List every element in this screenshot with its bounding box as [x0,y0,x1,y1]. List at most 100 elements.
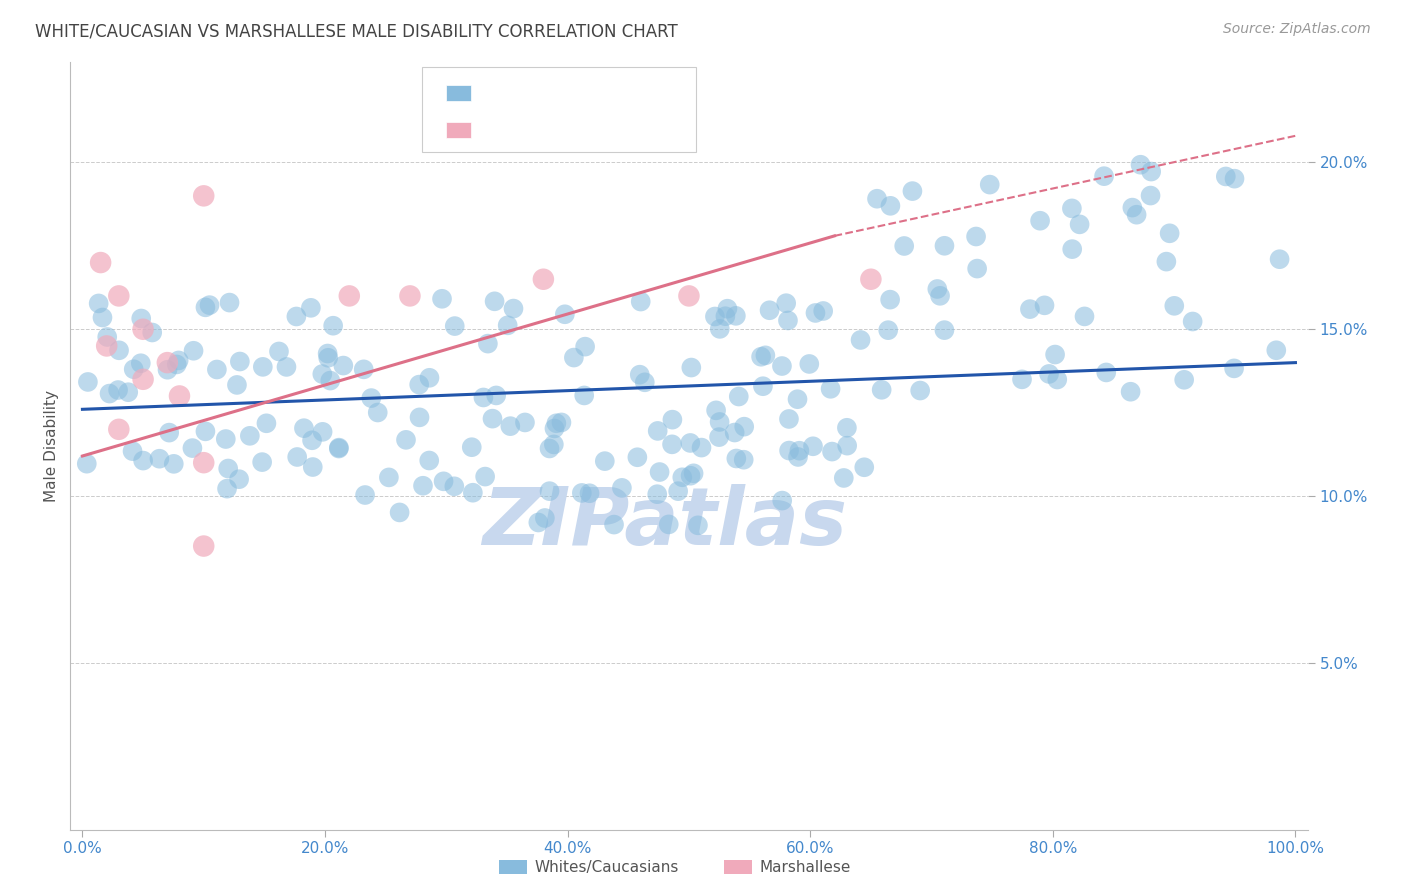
Point [1069,218,1091,232]
Point [316,346,339,360]
Point [1019,302,1042,317]
Point [399,289,422,303]
Point [254,417,277,431]
Point [181,441,204,455]
Point [193,189,215,203]
Point [132,322,155,336]
Point [770,359,793,373]
Point [727,390,749,404]
Point [979,178,1001,192]
Point [776,313,799,327]
Point [686,518,709,533]
Text: WHITE/CAUCASIAN VS MARSHALLESE MALE DISABILITY CORRELATION CHART: WHITE/CAUCASIAN VS MARSHALLESE MALE DISA… [35,22,678,40]
Point [1156,254,1178,268]
Point [412,479,434,493]
Point [681,360,703,375]
Point [217,461,239,475]
Point [167,353,190,368]
Point [311,425,333,439]
Point [108,422,131,436]
Point [367,405,389,419]
Point [285,450,308,464]
Point [603,517,626,532]
Point [395,433,418,447]
Point [226,378,249,392]
Point [690,441,713,455]
Point [725,451,748,466]
Point [578,486,600,500]
Point [804,306,827,320]
Point [432,475,454,489]
Point [707,430,730,444]
Point [716,301,738,316]
Point [661,412,683,426]
Point [866,192,889,206]
Point [879,293,901,307]
Point [1092,169,1115,183]
Point [853,460,876,475]
Point [908,384,931,398]
Point [218,295,240,310]
Point [1011,372,1033,386]
Point [593,454,616,468]
Point [354,488,377,502]
Point [789,443,811,458]
Point [786,392,808,407]
Point [775,296,797,310]
Point [148,451,170,466]
Text: ZIPatlas: ZIPatlas [482,483,846,562]
Point [499,419,522,434]
Point [239,429,262,443]
Text: Marshallese: Marshallese [759,860,851,874]
Point [1060,202,1083,216]
Point [733,452,755,467]
Point [250,455,273,469]
Point [799,357,821,371]
Point [299,301,322,315]
Point [859,272,882,286]
Point [1095,366,1118,380]
Point [316,351,339,365]
Point [285,310,308,324]
Point [647,424,669,438]
Point [1223,361,1246,376]
Point [733,419,755,434]
Point [513,416,536,430]
Point [301,434,323,448]
Point [276,359,298,374]
Point [108,289,131,303]
Point [443,479,465,493]
Point [229,354,252,368]
Point [328,442,350,456]
Text: Source: ZipAtlas.com: Source: ZipAtlas.com [1223,22,1371,37]
Point [1181,314,1204,328]
Text: R =: R = [482,86,516,100]
Point [481,411,503,425]
Point [724,425,747,440]
Point [821,444,844,458]
Point [472,391,495,405]
Point [929,289,952,303]
Point [870,383,893,397]
Point [141,326,163,340]
Point [378,470,401,484]
Point [837,439,859,453]
Point [801,439,824,453]
Point [194,301,217,315]
Point [1119,384,1142,399]
Point [418,371,440,385]
Point [484,294,506,309]
Text: N =: N = [571,86,605,100]
Point [502,301,524,316]
Point [1073,310,1095,324]
Point [117,385,139,400]
Point [1268,252,1291,267]
Point [107,383,129,397]
Point [1140,164,1163,178]
Point [77,375,100,389]
Point [156,356,179,370]
Point [1029,213,1052,227]
Point [461,485,484,500]
Point [215,482,238,496]
Point [679,436,702,450]
